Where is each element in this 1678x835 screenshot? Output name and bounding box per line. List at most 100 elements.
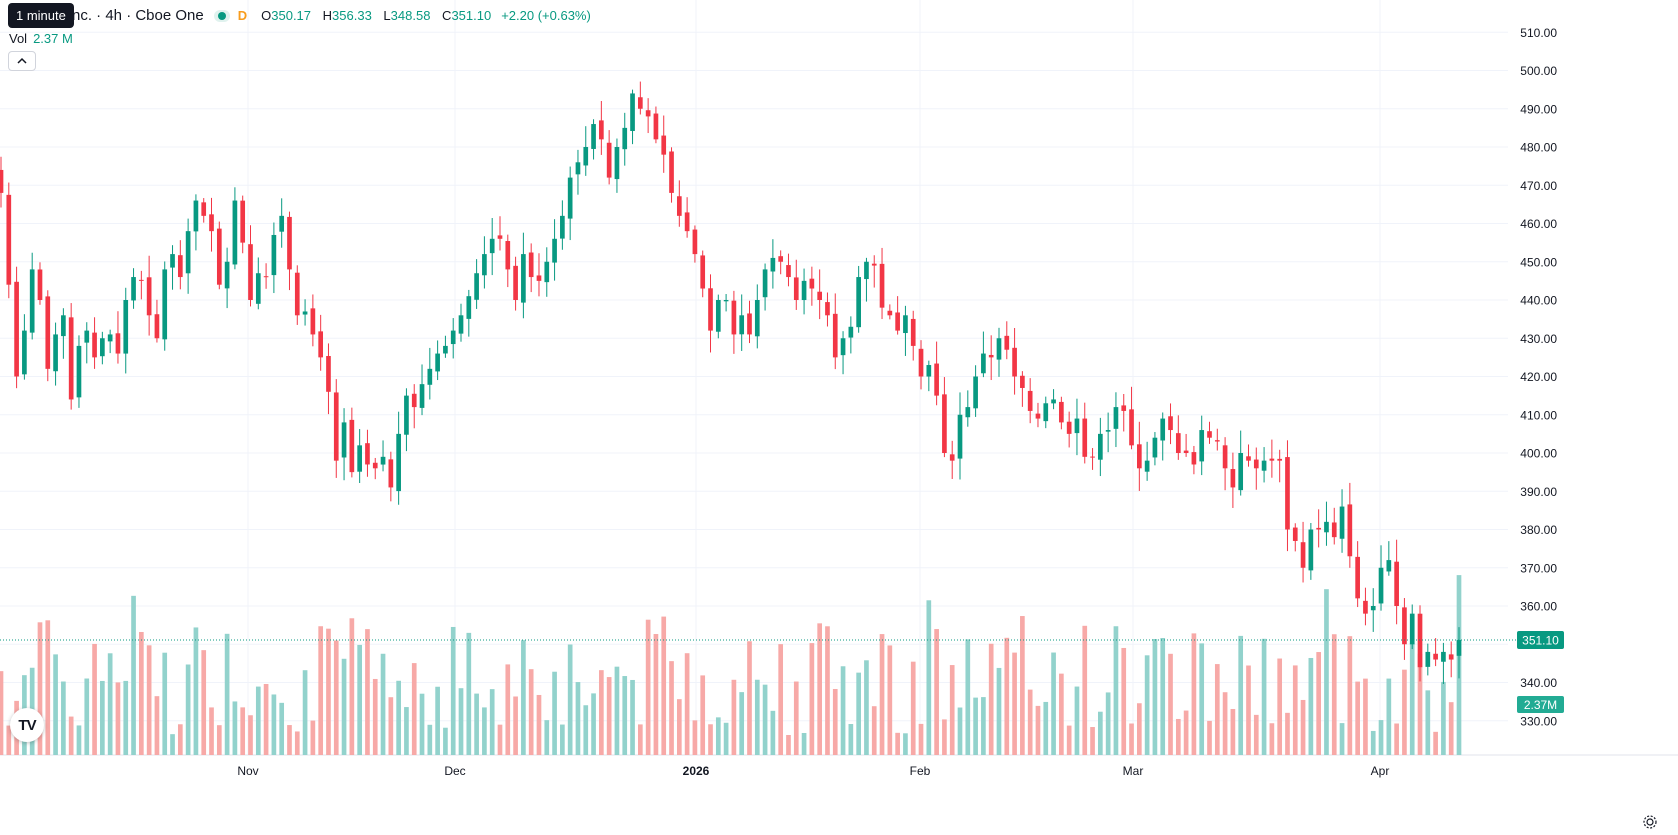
- candle[interactable]: [131, 277, 136, 301]
- candle[interactable]: [1246, 456, 1251, 461]
- candle[interactable]: [482, 254, 487, 276]
- candle[interactable]: [1004, 335, 1010, 350]
- candle[interactable]: [1105, 430, 1111, 432]
- candle[interactable]: [1074, 418, 1080, 434]
- candle[interactable]: [1199, 430, 1205, 462]
- candle[interactable]: [887, 310, 893, 316]
- candle[interactable]: [1168, 416, 1173, 431]
- candle[interactable]: [630, 93, 635, 131]
- candle[interactable]: [224, 261, 230, 289]
- candle[interactable]: [1285, 457, 1290, 530]
- candle[interactable]: [1012, 347, 1017, 377]
- candle[interactable]: [154, 314, 160, 339]
- candle[interactable]: [263, 276, 269, 278]
- dividend-tag[interactable]: D: [237, 8, 248, 23]
- candle[interactable]: [645, 110, 651, 117]
- candle[interactable]: [248, 244, 253, 300]
- candle[interactable]: [840, 338, 846, 356]
- candle[interactable]: [146, 277, 152, 316]
- candle[interactable]: [708, 288, 713, 331]
- candle[interactable]: [1355, 556, 1360, 599]
- candle[interactable]: [349, 419, 355, 473]
- candle[interactable]: [1456, 640, 1462, 656]
- candle[interactable]: [996, 338, 1002, 360]
- candle[interactable]: [1238, 453, 1244, 491]
- candle[interactable]: [1425, 651, 1431, 667]
- candle[interactable]: [1386, 560, 1392, 572]
- candle[interactable]: [1448, 654, 1454, 660]
- candle[interactable]: [1214, 440, 1220, 442]
- candle[interactable]: [809, 278, 815, 289]
- candle[interactable]: [1292, 527, 1298, 541]
- candle[interactable]: [848, 326, 854, 338]
- candle[interactable]: [84, 330, 90, 343]
- candle[interactable]: [1300, 542, 1306, 568]
- candle[interactable]: [825, 302, 830, 316]
- market-status[interactable]: [213, 9, 230, 22]
- candle[interactable]: [965, 407, 971, 418]
- candle[interactable]: [1144, 460, 1150, 472]
- candle[interactable]: [1098, 433, 1103, 460]
- candle[interactable]: [419, 384, 425, 408]
- candle[interactable]: [6, 194, 12, 285]
- candle[interactable]: [1222, 445, 1228, 469]
- candle[interactable]: [988, 354, 994, 358]
- candle[interactable]: [1183, 450, 1189, 453]
- candle[interactable]: [895, 312, 900, 331]
- candle[interactable]: [240, 200, 246, 243]
- candle[interactable]: [544, 261, 550, 283]
- candle[interactable]: [1059, 401, 1064, 423]
- candle[interactable]: [770, 257, 776, 272]
- candle[interactable]: [68, 317, 74, 400]
- candle[interactable]: [521, 254, 526, 303]
- candle[interactable]: [1370, 606, 1376, 611]
- candle[interactable]: [357, 445, 362, 472]
- candle[interactable]: [910, 318, 916, 346]
- candle[interactable]: [396, 433, 401, 492]
- candle[interactable]: [1261, 460, 1267, 471]
- candle[interactable]: [411, 393, 417, 408]
- candle[interactable]: [832, 313, 838, 358]
- candle[interactable]: [318, 331, 324, 358]
- candle[interactable]: [754, 300, 760, 337]
- candle[interactable]: [216, 228, 222, 285]
- candle[interactable]: [1129, 409, 1134, 446]
- candle[interactable]: [388, 459, 394, 488]
- candle[interactable]: [1363, 600, 1368, 614]
- candle[interactable]: [1191, 452, 1197, 465]
- candle[interactable]: [100, 338, 105, 357]
- candle[interactable]: [37, 269, 43, 300]
- candle[interactable]: [926, 365, 932, 377]
- candle[interactable]: [61, 315, 66, 337]
- candle[interactable]: [443, 345, 448, 354]
- candle[interactable]: [170, 254, 175, 268]
- candle[interactable]: [435, 353, 440, 372]
- candle[interactable]: [723, 300, 729, 302]
- candle[interactable]: [653, 113, 659, 140]
- candle[interactable]: [29, 269, 35, 333]
- candle[interactable]: [700, 255, 706, 289]
- candle[interactable]: [185, 231, 191, 274]
- collapse-legend-button[interactable]: [8, 51, 36, 71]
- candle[interactable]: [552, 238, 557, 263]
- candle[interactable]: [599, 120, 604, 140]
- candle[interactable]: [22, 330, 27, 375]
- candle[interactable]: [255, 273, 261, 304]
- candle[interactable]: [232, 200, 238, 265]
- candle[interactable]: [1136, 444, 1142, 469]
- candle[interactable]: [778, 256, 784, 262]
- candle[interactable]: [404, 395, 409, 435]
- candle[interactable]: [575, 162, 581, 175]
- candle[interactable]: [1051, 399, 1056, 404]
- candle[interactable]: [1433, 653, 1438, 660]
- candle[interactable]: [747, 313, 752, 335]
- candle[interactable]: [903, 315, 908, 334]
- candle[interactable]: [139, 279, 144, 281]
- candle[interactable]: [1020, 375, 1025, 388]
- candle[interactable]: [76, 345, 82, 398]
- candle[interactable]: [505, 241, 511, 270]
- candle[interactable]: [1121, 405, 1127, 411]
- candle[interactable]: [1207, 431, 1212, 438]
- candle[interactable]: [762, 269, 768, 298]
- candle[interactable]: [949, 454, 955, 461]
